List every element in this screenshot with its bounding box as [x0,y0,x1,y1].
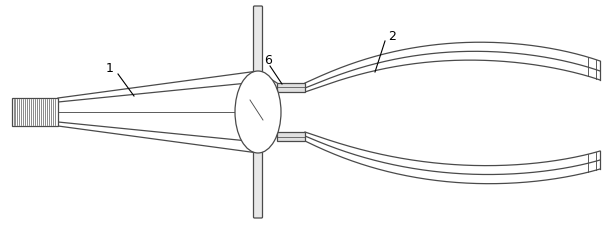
Text: 1: 1 [106,61,114,74]
FancyBboxPatch shape [254,7,263,218]
Bar [277,132,305,141]
Bar [12,99,58,126]
Ellipse shape [235,72,281,153]
Text: 6: 6 [264,53,272,66]
Bar [277,84,305,93]
Text: 2: 2 [388,29,396,42]
